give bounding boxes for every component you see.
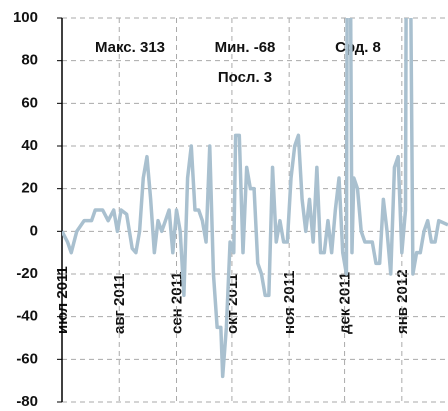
y-tick-label: 80 (21, 52, 38, 69)
annotation: Мин. -68 (215, 39, 276, 56)
data-line (62, 18, 448, 379)
y-tick-label: 20 (21, 180, 38, 197)
y-tick-label: 60 (21, 94, 38, 111)
x-tick-label: сен 2011 (168, 272, 185, 334)
y-tick-label: 0 (30, 222, 38, 239)
y-tick-label: -60 (16, 350, 38, 367)
x-tick-label: авг 2011 (111, 273, 128, 334)
y-tick-label: 100 (13, 9, 38, 26)
y-tick-label: 40 (21, 137, 38, 154)
y-tick-label: -80 (16, 393, 38, 410)
y-tick-label: -20 (16, 265, 38, 282)
x-tick-label: ноя 2011 (281, 271, 298, 335)
y-tick-label: -40 (16, 308, 38, 325)
annotation: Срд. 8 (335, 39, 381, 56)
annotation: Макс. 313 (95, 39, 165, 56)
annotation: Посл. 3 (218, 69, 272, 86)
x-tick-label: дек 2011 (337, 272, 354, 334)
